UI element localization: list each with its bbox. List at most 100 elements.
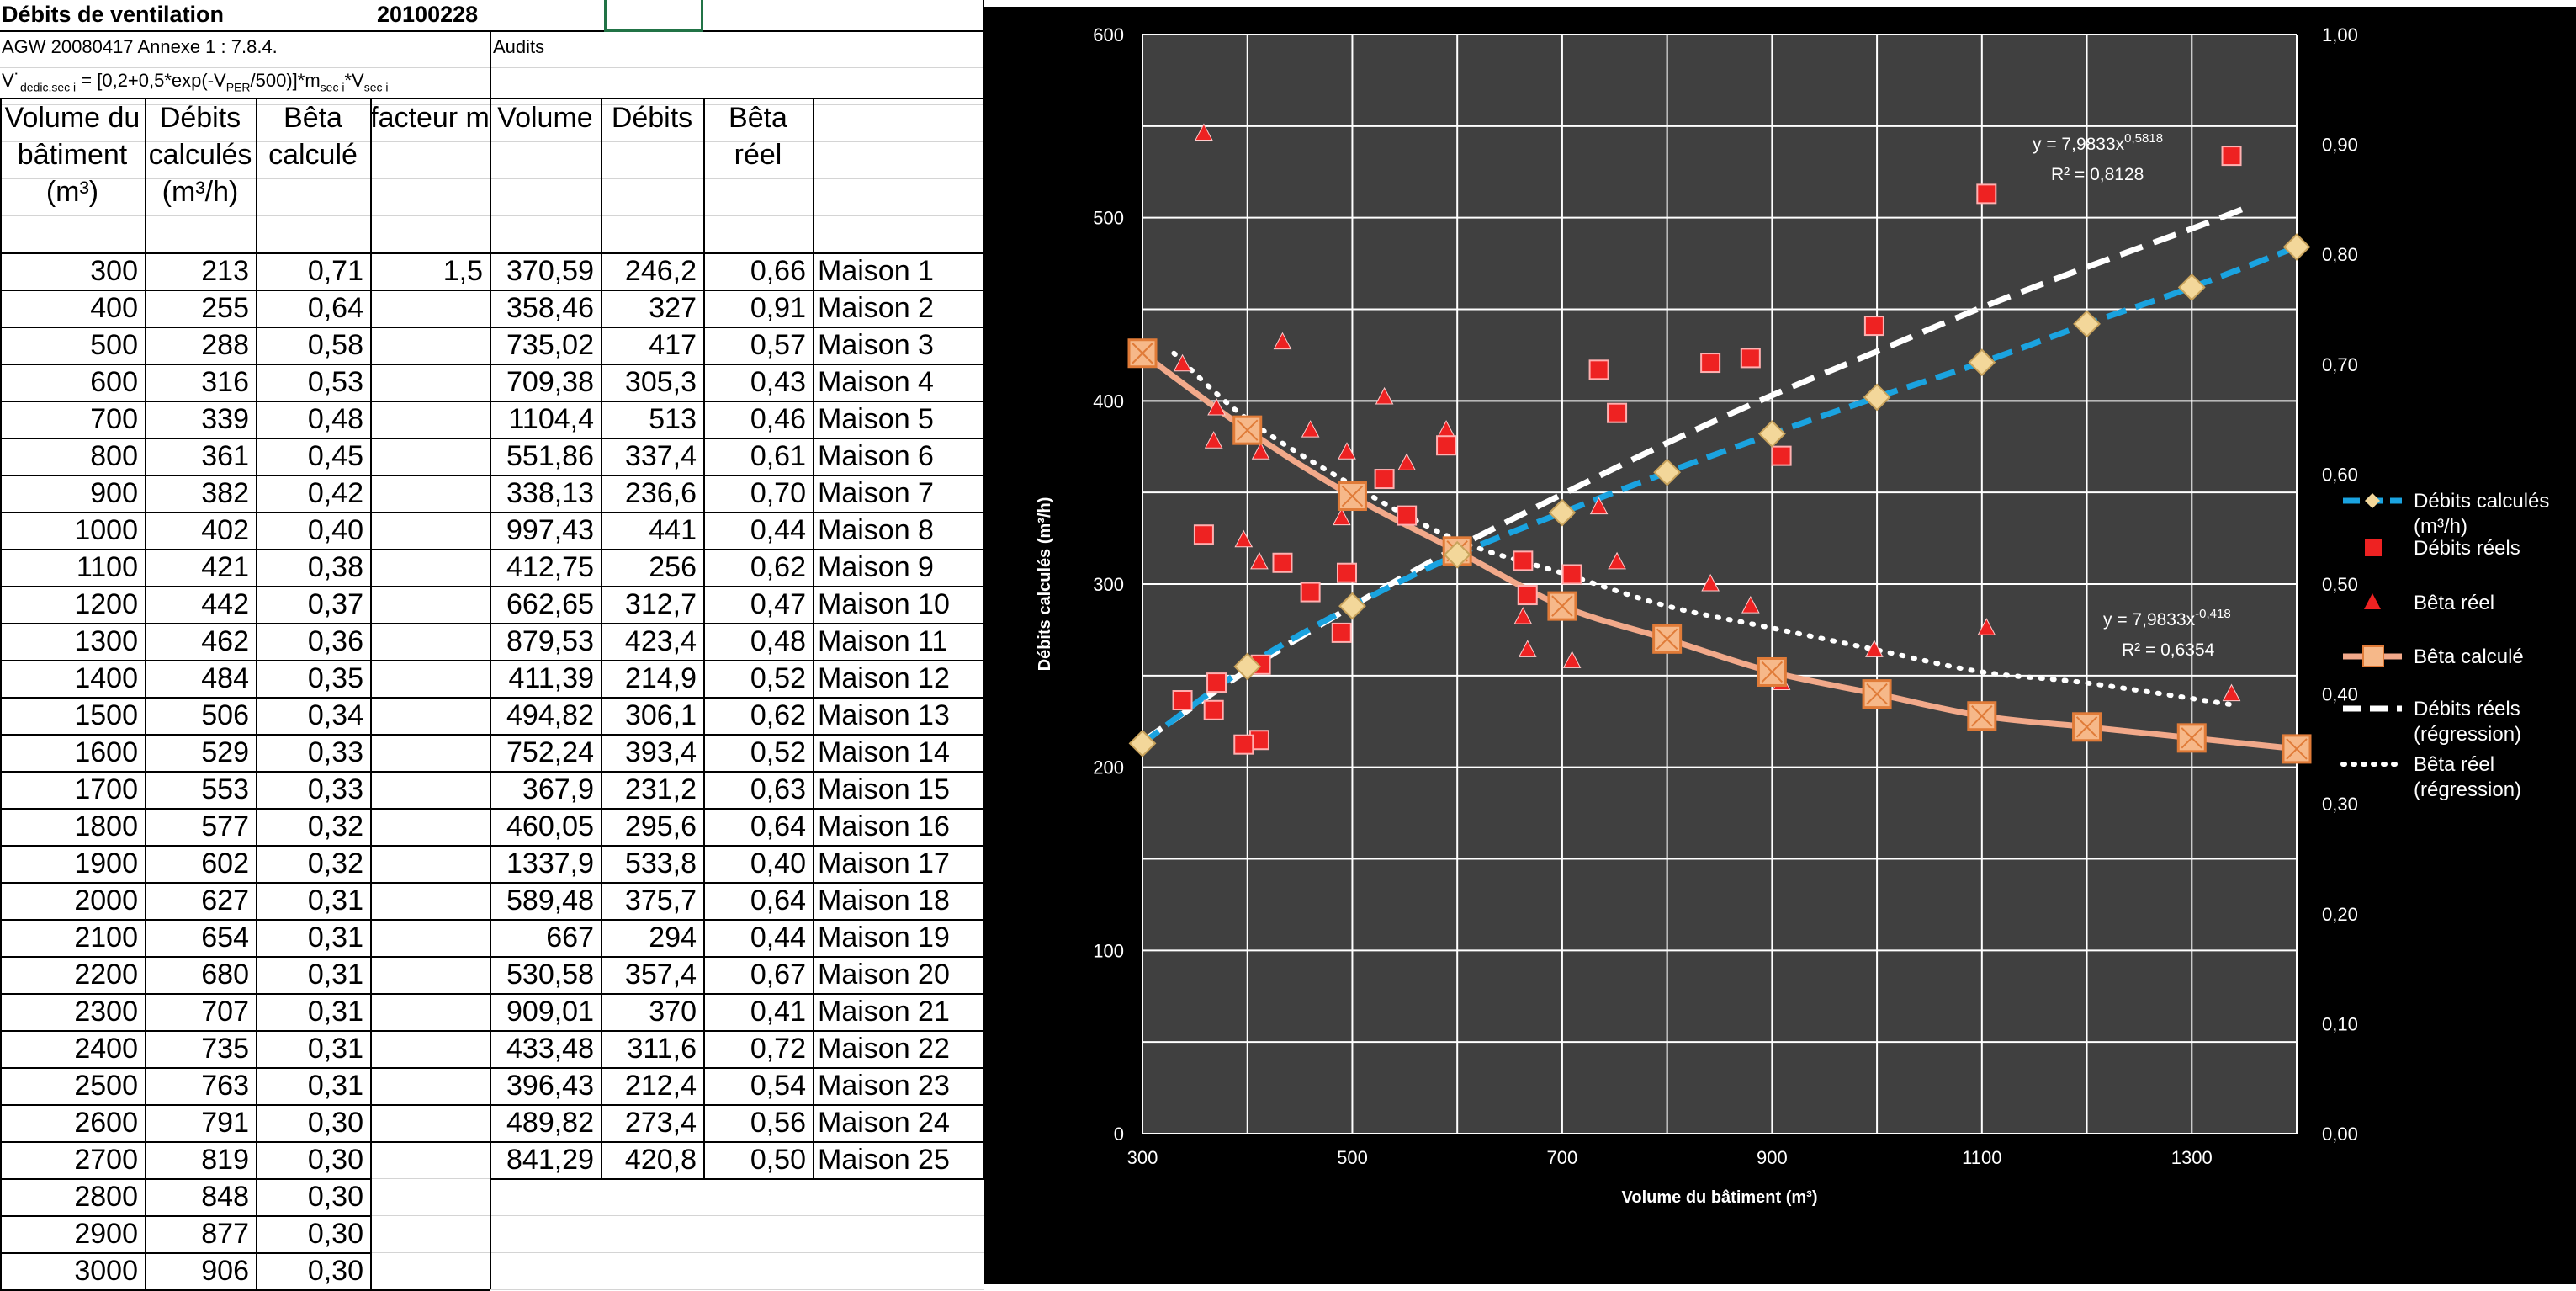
- table-cell[interactable]: Maison 17: [818, 847, 950, 879]
- col-header[interactable]: Débits: [611, 102, 693, 134]
- table-cell[interactable]: 489,82: [506, 1107, 594, 1139]
- table-cell[interactable]: 367,9: [522, 773, 594, 805]
- table-cell[interactable]: Maison 15: [818, 773, 950, 805]
- table-cell[interactable]: 0,52: [750, 736, 806, 768]
- table-cell[interactable]: Maison 21: [818, 996, 950, 1028]
- table-cell[interactable]: 1900: [74, 847, 138, 879]
- table-cell[interactable]: Maison 4: [818, 366, 934, 398]
- table-cell[interactable]: 214,9: [624, 662, 697, 694]
- table-cell[interactable]: 0,56: [750, 1107, 806, 1139]
- table-cell[interactable]: 0,30: [307, 1144, 363, 1176]
- table-cell[interactable]: 212,4: [624, 1070, 697, 1102]
- table-cell[interactable]: 382: [201, 477, 249, 509]
- table-cell[interactable]: 412,75: [506, 551, 594, 583]
- table-cell[interactable]: 0,71: [307, 255, 363, 287]
- table-cell[interactable]: 553: [201, 773, 249, 805]
- table-cell[interactable]: 0,62: [750, 551, 806, 583]
- col-header[interactable]: Débits calculés (m³/h): [148, 102, 252, 208]
- table-cell[interactable]: 530,58: [506, 959, 594, 991]
- table-cell[interactable]: 1300: [74, 625, 138, 657]
- table-cell[interactable]: 306,1: [624, 699, 697, 731]
- table-cell[interactable]: 300: [90, 255, 138, 287]
- table-cell[interactable]: 848: [201, 1181, 249, 1213]
- table-cell[interactable]: 791: [201, 1107, 249, 1139]
- table-cell[interactable]: 819: [201, 1144, 249, 1176]
- table-cell[interactable]: 879,53: [506, 625, 594, 657]
- table-cell[interactable]: 0,50: [750, 1144, 806, 1176]
- table-cell[interactable]: 393,4: [624, 736, 697, 768]
- table-cell[interactable]: 0,35: [307, 662, 363, 694]
- table-cell[interactable]: 0,47: [750, 588, 806, 620]
- table-cell[interactable]: Maison 19: [818, 922, 950, 954]
- table-cell[interactable]: Maison 22: [818, 1033, 950, 1065]
- table-cell[interactable]: 0,44: [750, 922, 806, 954]
- table-cell[interactable]: 0,66: [750, 255, 806, 287]
- table-cell[interactable]: 0,52: [750, 662, 806, 694]
- table-cell[interactable]: Maison 6: [818, 440, 934, 472]
- col-header[interactable]: facteur m: [370, 102, 490, 134]
- table-cell[interactable]: 0,32: [307, 810, 363, 842]
- table-cell[interactable]: 667: [546, 922, 594, 954]
- table-cell[interactable]: 602: [201, 847, 249, 879]
- table-cell[interactable]: 529: [201, 736, 249, 768]
- table-cell[interactable]: 2200: [74, 959, 138, 991]
- audits-label[interactable]: Audits: [493, 36, 545, 57]
- table-cell[interactable]: 0,70: [750, 477, 806, 509]
- table-cell[interactable]: 358,46: [506, 292, 594, 324]
- table-cell[interactable]: 0,37: [307, 588, 363, 620]
- table-cell[interactable]: 735: [201, 1033, 249, 1065]
- table-cell[interactable]: 231,2: [624, 773, 697, 805]
- table-cell[interactable]: 370,59: [506, 255, 594, 287]
- table-cell[interactable]: Maison 16: [818, 810, 950, 842]
- table-cell[interactable]: 255: [201, 292, 249, 324]
- table-cell[interactable]: Maison 25: [818, 1144, 950, 1176]
- table-cell[interactable]: 0,91: [750, 292, 806, 324]
- table-cell[interactable]: 0,42: [307, 477, 363, 509]
- table-cell[interactable]: 327: [649, 292, 697, 324]
- facteur-m-value[interactable]: 1,5: [443, 255, 483, 287]
- chart[interactable]: 300 500 700 900 1100 1300 0 100 200 300 400 500 600 0…: [984, 7, 2576, 1284]
- table-cell[interactable]: 0,31: [307, 996, 363, 1028]
- table-cell[interactable]: 0,46: [750, 403, 806, 435]
- table-cell[interactable]: Maison 23: [818, 1070, 950, 1102]
- table-cell[interactable]: 0,38: [307, 551, 363, 583]
- table-cell[interactable]: 0,64: [307, 292, 363, 324]
- selected-cell[interactable]: [604, 0, 703, 32]
- table-cell[interactable]: 752,24: [506, 736, 594, 768]
- table-cell[interactable]: 0,64: [750, 885, 806, 916]
- table-cell[interactable]: Maison 12: [818, 662, 950, 694]
- table-cell[interactable]: 305,3: [624, 366, 697, 398]
- table-cell[interactable]: 0,45: [307, 440, 363, 472]
- col-header[interactable]: Bêta calculé: [268, 102, 358, 171]
- table-cell[interactable]: 906: [201, 1255, 249, 1287]
- table-cell[interactable]: 2800: [74, 1181, 138, 1213]
- table-cell[interactable]: Maison 2: [818, 292, 934, 324]
- table-cell[interactable]: 337,4: [624, 440, 697, 472]
- table-cell[interactable]: 420,8: [624, 1144, 697, 1176]
- table-cell[interactable]: 654: [201, 922, 249, 954]
- table-cell[interactable]: 400: [90, 292, 138, 324]
- table-cell[interactable]: 0,61: [750, 440, 806, 472]
- table-cell[interactable]: 1500: [74, 699, 138, 731]
- table-cell[interactable]: Maison 13: [818, 699, 950, 731]
- table-cell[interactable]: 707: [201, 996, 249, 1028]
- table-cell[interactable]: 442: [201, 588, 249, 620]
- col-header[interactable]: Volume: [497, 102, 593, 134]
- table-cell[interactable]: 506: [201, 699, 249, 731]
- sheet-title[interactable]: Débits de ventilation: [2, 2, 225, 27]
- table-cell[interactable]: 800: [90, 440, 138, 472]
- table-cell[interactable]: 0,30: [307, 1255, 363, 1287]
- table-cell[interactable]: 600: [90, 366, 138, 398]
- table-cell[interactable]: 1400: [74, 662, 138, 694]
- table-cell[interactable]: 494,82: [506, 699, 594, 731]
- table-cell[interactable]: 1800: [74, 810, 138, 842]
- table-cell[interactable]: 0,30: [307, 1218, 363, 1250]
- table-cell[interactable]: 2400: [74, 1033, 138, 1065]
- table-cell[interactable]: 3000: [74, 1255, 138, 1287]
- formula-cell[interactable]: V˙dedic,sec i = [0,2+0,5*exp(-VPER/500)]…: [2, 70, 389, 94]
- table-cell[interactable]: 900: [90, 477, 138, 509]
- table-cell[interactable]: 709,38: [506, 366, 594, 398]
- table-cell[interactable]: Maison 18: [818, 885, 950, 916]
- table-cell[interactable]: 236,6: [624, 477, 697, 509]
- table-cell[interactable]: 551,86: [506, 440, 594, 472]
